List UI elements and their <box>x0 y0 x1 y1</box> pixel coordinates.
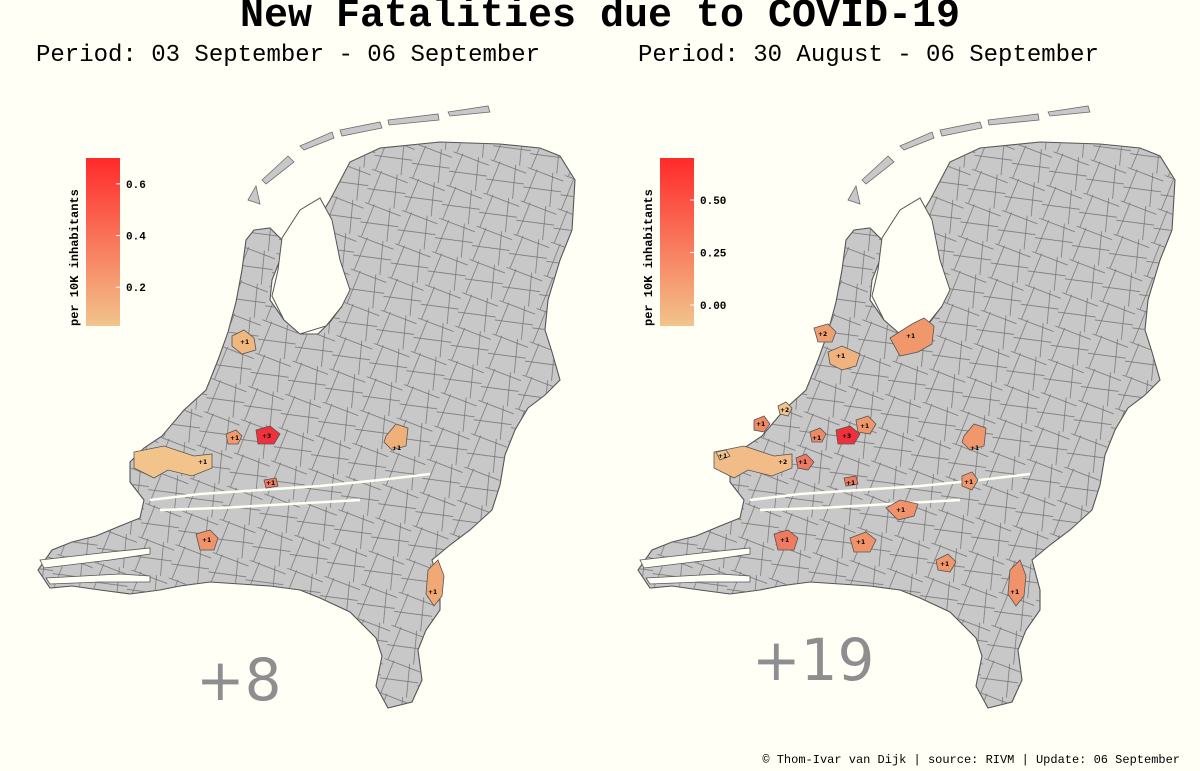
region-lelystad <box>889 317 935 357</box>
region-rotterdam <box>133 445 213 479</box>
legend-tick-label: 0.00 <box>700 301 726 313</box>
region-eindhoven <box>935 553 957 573</box>
region-label: +1 <box>846 480 855 487</box>
region-zeeland <box>715 449 731 461</box>
region-label: +2 <box>780 407 789 414</box>
wadden-islands <box>247 105 491 205</box>
municipality-grid <box>638 142 1175 708</box>
region-label: +1 <box>940 561 949 568</box>
region-alkmaar <box>813 323 837 343</box>
highlighted-municipalities <box>713 317 1027 607</box>
region-labels: +2 +1 +1 +2 +1 +3 +1 +1 +2 +1 +1 +1 +1 +… <box>718 331 1019 596</box>
ijsselmeer <box>271 197 351 335</box>
page-title: New Fatalities due to COVID-19 <box>239 0 961 39</box>
highlighted-municipalities <box>133 329 445 607</box>
region-label: +1 <box>1010 589 1019 596</box>
region-zaanstad <box>827 345 861 371</box>
zeeland-estuaries <box>39 547 151 585</box>
region-label: +2 <box>778 459 787 466</box>
period-label-left: Period: 03 September - 06 September <box>36 42 541 69</box>
map-panel-left: +1 +1 +3 +1 +1 +1 +1 +1 per 10K inhabita… <box>0 90 600 730</box>
legend-colorbar <box>660 158 694 326</box>
wadden-islands <box>847 105 1091 205</box>
region-breda <box>773 529 799 551</box>
region-leiden <box>225 429 243 445</box>
region-label: +2 <box>818 331 827 338</box>
region-utrecht <box>835 425 861 445</box>
color-legend-right: per 10K inhabitants 0.50 0.25 0.00 <box>642 158 727 326</box>
region-label: +1 <box>896 507 905 514</box>
region-dordrecht <box>263 477 279 489</box>
region-label: +1 <box>906 333 915 340</box>
region-amersfoort <box>855 415 877 435</box>
region-tilburg <box>849 531 877 553</box>
legend-tick-label: 0.2 <box>126 283 146 295</box>
legend-title: per 10K inhabitants <box>642 189 656 326</box>
color-legend-left: per 10K inhabitants 0.6 0.4 0.2 <box>68 158 146 326</box>
region-gouda <box>795 453 815 471</box>
ijsselmeer <box>871 197 951 335</box>
legend-tick-label: 0.25 <box>700 249 727 261</box>
netherlands-map-right: +2 +1 +1 +2 +1 +3 +1 +1 +2 +1 +1 +1 +1 +… <box>637 105 1176 709</box>
legend-tick-label: 0.50 <box>700 196 726 208</box>
region-label: +1 <box>202 537 211 544</box>
legend-title: per 10K inhabitants <box>68 189 82 326</box>
legend-tick-label: 0.4 <box>126 232 146 244</box>
footer-credits: © Thom-Ivar van Dijk | source: RIVM | Up… <box>762 753 1180 767</box>
region-venlo <box>425 559 445 607</box>
region-leiden <box>809 427 827 443</box>
rivers <box>749 472 1031 512</box>
region-den-haag <box>753 415 771 433</box>
rivers <box>149 472 431 512</box>
municipality-grid <box>38 142 575 708</box>
region-label: +1 <box>964 479 973 486</box>
region-alkmaar <box>231 329 257 355</box>
region-label: +1 <box>860 423 869 430</box>
period-label-right: Period: 30 August - 06 September <box>638 42 1099 69</box>
region-breda <box>195 529 219 551</box>
region-nijmegen <box>885 499 919 521</box>
region-label: +1 <box>240 339 249 346</box>
map-panel-right: +2 +1 +1 +2 +1 +3 +1 +1 +2 +1 +1 +1 +1 +… <box>600 90 1200 730</box>
region-haarlem <box>777 401 793 417</box>
region-dordrecht <box>843 475 859 487</box>
region-label: +1 <box>230 435 239 442</box>
region-label: +1 <box>856 539 865 546</box>
country-shape <box>37 105 576 709</box>
region-utrecht <box>255 425 281 445</box>
legend-tick-label: 0.6 <box>126 180 146 192</box>
region-label: +1 <box>780 537 789 544</box>
region-label: +1 <box>812 435 821 442</box>
netherlands-map-left: +1 +1 +3 +1 +1 +1 +1 +1 per 10K inhabita… <box>37 105 576 714</box>
total-count-right: +19 <box>752 626 874 694</box>
total-count-left: +8 <box>196 646 282 714</box>
region-label: +1 <box>718 453 727 460</box>
region-label: +1 <box>428 589 437 596</box>
region-label: +1 <box>970 445 979 452</box>
zeeland-estuaries <box>639 547 751 585</box>
region-label: +1 <box>198 459 207 466</box>
region-apeldoorn <box>383 423 409 451</box>
region-label: +3 <box>842 433 851 440</box>
region-rotterdam <box>713 445 793 479</box>
region-arnhem <box>961 471 979 491</box>
region-label: +1 <box>266 480 275 487</box>
region-label: +1 <box>836 353 845 360</box>
region-apeldoorn <box>961 423 987 451</box>
region-labels: +1 +1 +3 +1 +1 +1 +1 +1 <box>198 339 437 596</box>
legend-colorbar <box>86 158 120 326</box>
region-label: +1 <box>392 445 401 452</box>
region-label: +1 <box>798 459 807 466</box>
region-label: +1 <box>756 421 765 428</box>
country-shape <box>637 105 1176 709</box>
region-label: +3 <box>262 433 271 440</box>
region-venlo <box>1007 559 1027 607</box>
